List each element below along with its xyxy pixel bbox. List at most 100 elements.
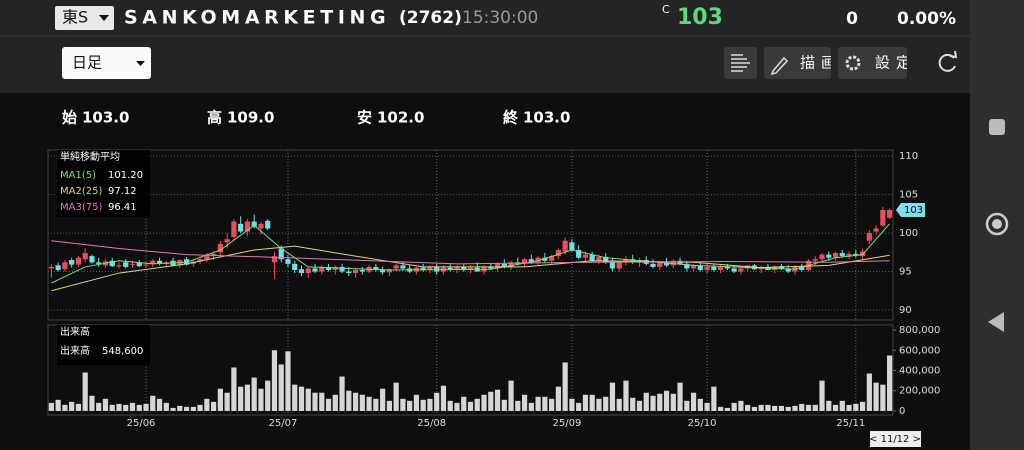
volume-bar	[778, 405, 785, 411]
volume-bar	[880, 384, 886, 411]
y-tick-label: 600,000	[899, 345, 940, 356]
volume-bar	[549, 398, 555, 411]
legend-title: 出来高	[60, 325, 90, 338]
refresh-icon[interactable]	[938, 53, 956, 72]
volume-bar	[738, 400, 744, 411]
candle-body	[501, 263, 507, 267]
nav-home[interactable]	[985, 212, 1009, 236]
volume-bar	[576, 402, 582, 411]
candle-body	[48, 266, 54, 269]
candle-body	[332, 266, 338, 270]
volume-bar	[853, 403, 859, 411]
candle-body	[812, 259, 818, 261]
draw-button[interactable]: 描画	[764, 47, 842, 79]
candle-body	[346, 271, 352, 274]
candle-body	[319, 266, 325, 272]
candle-body	[312, 268, 318, 272]
volume-bar	[325, 398, 332, 411]
volume-bar	[528, 402, 534, 411]
candle-body	[785, 268, 791, 272]
volume-bar	[724, 407, 730, 411]
x-tick-label: 25/08	[417, 418, 446, 429]
candle-body	[690, 265, 697, 269]
candle-body	[89, 256, 95, 263]
volume-bar	[650, 395, 656, 411]
volume-bar	[238, 386, 244, 411]
x-tick-label: 25/09	[552, 418, 581, 429]
dropdown-arrow	[99, 15, 109, 21]
period-select[interactable]	[62, 47, 151, 79]
candle-body	[623, 259, 629, 263]
summary-value: 102.0	[377, 109, 424, 127]
y-tick-label: 400,000	[899, 366, 940, 377]
candle-body	[386, 269, 392, 273]
volume-bar	[413, 394, 420, 411]
volume-bar	[116, 403, 122, 411]
volume-bar	[427, 398, 433, 411]
candle-body	[853, 253, 859, 256]
candle-body	[69, 260, 75, 265]
candle-body	[528, 259, 534, 263]
summary-label: 安	[357, 109, 372, 127]
legend-name: MA2(25)	[60, 186, 102, 197]
volume-bar	[62, 404, 68, 411]
volume-bar	[183, 406, 190, 411]
list-icon	[731, 54, 750, 72]
legend-value: 97.12	[108, 186, 137, 197]
volume-bar	[224, 392, 230, 411]
volume-bar	[211, 401, 217, 411]
legend-name: MA3(75)	[60, 202, 102, 213]
volume-bar	[542, 396, 548, 411]
candle-body	[826, 254, 832, 258]
market-select[interactable]	[55, 6, 114, 30]
gear-icon	[845, 55, 861, 71]
candle-body	[251, 221, 257, 227]
settings-button[interactable]: 設定	[838, 47, 917, 79]
volume-bar	[461, 396, 467, 411]
candle-body	[704, 266, 710, 270]
volume-bar	[508, 380, 514, 411]
last-price-tag	[896, 203, 925, 217]
candle-body	[359, 270, 365, 272]
volume-bar	[96, 402, 102, 411]
candle-body	[82, 253, 88, 260]
volume-bar	[373, 398, 379, 411]
candle-body	[238, 223, 244, 232]
volume-bar	[332, 394, 338, 411]
refresh-arrow	[949, 50, 958, 59]
y-tick-label: 100	[899, 228, 918, 239]
candle-body	[542, 257, 548, 261]
volume-bar	[177, 405, 183, 411]
market: 東S	[62, 8, 88, 27]
volume-bar	[400, 398, 406, 411]
volume-bar	[278, 364, 284, 411]
candle-body	[393, 265, 399, 269]
volume-bar	[467, 401, 474, 411]
candle-body	[616, 262, 622, 269]
candle-body	[352, 270, 359, 274]
volume-bar	[609, 382, 616, 411]
candle-body	[150, 260, 156, 264]
volume-bar	[697, 398, 703, 411]
nav-back[interactable]	[988, 312, 1004, 332]
volume-bar	[792, 405, 798, 411]
candle-body	[380, 270, 386, 273]
volume-bar	[535, 396, 541, 411]
candle-body	[562, 240, 568, 252]
volume-bar	[555, 386, 561, 411]
legend-value: 96.41	[108, 202, 137, 213]
candle-body	[467, 267, 474, 270]
volume-bar	[129, 402, 136, 411]
candle-body	[880, 210, 886, 226]
candle-body	[684, 263, 690, 269]
candle-body	[258, 223, 264, 229]
legend-bg	[57, 150, 150, 217]
nav-recent[interactable]	[989, 119, 1005, 135]
draw-label: 描画	[800, 54, 842, 72]
change-pct: 0.00%	[897, 9, 956, 29]
volume-bar	[150, 395, 156, 411]
candle-body	[832, 253, 839, 258]
volume-bar	[109, 404, 115, 411]
volume-bar	[359, 394, 365, 411]
